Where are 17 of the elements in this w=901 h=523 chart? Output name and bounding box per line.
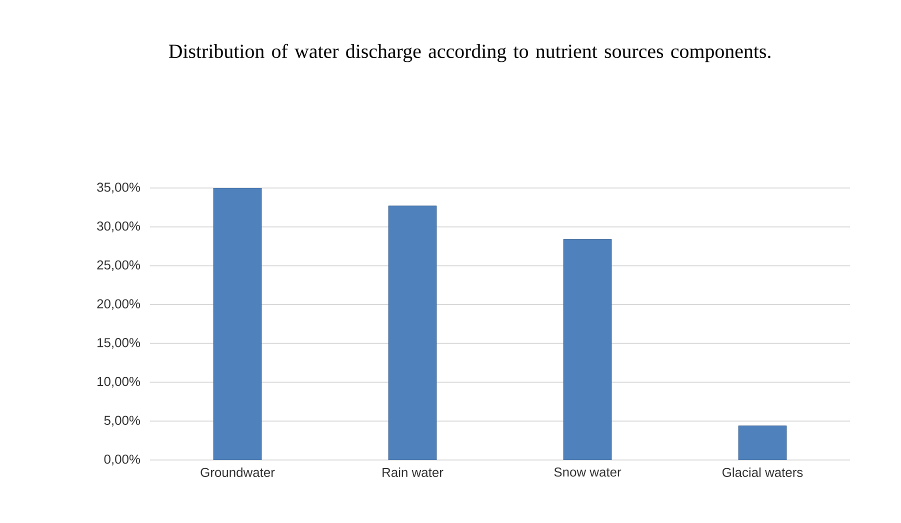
y-tick-label: 25,00% xyxy=(97,260,140,272)
y-tick-label: 15,00% xyxy=(98,338,140,349)
y-tick-label: 10,00% xyxy=(98,376,140,388)
y-tick-label: 30,00% xyxy=(97,221,140,232)
y-tick-label: 5,00% xyxy=(104,416,140,426)
bar xyxy=(388,206,437,460)
y-tick-label: 35,00% xyxy=(97,182,140,194)
x-tick-label: Rain water xyxy=(382,468,444,478)
y-tick-label: 20,00% xyxy=(97,299,140,310)
bar xyxy=(563,239,612,460)
x-tick-label: Glacial waters xyxy=(722,468,803,478)
bar xyxy=(213,188,262,460)
chart-title: Distribution of water discharge according to nutrient sources components. xyxy=(168,44,770,62)
x-tick-label: Snow water xyxy=(554,468,622,477)
y-tick-label: 0,00% xyxy=(104,454,140,466)
bar xyxy=(738,426,787,460)
x-tick-label: Groundwater xyxy=(200,468,275,478)
